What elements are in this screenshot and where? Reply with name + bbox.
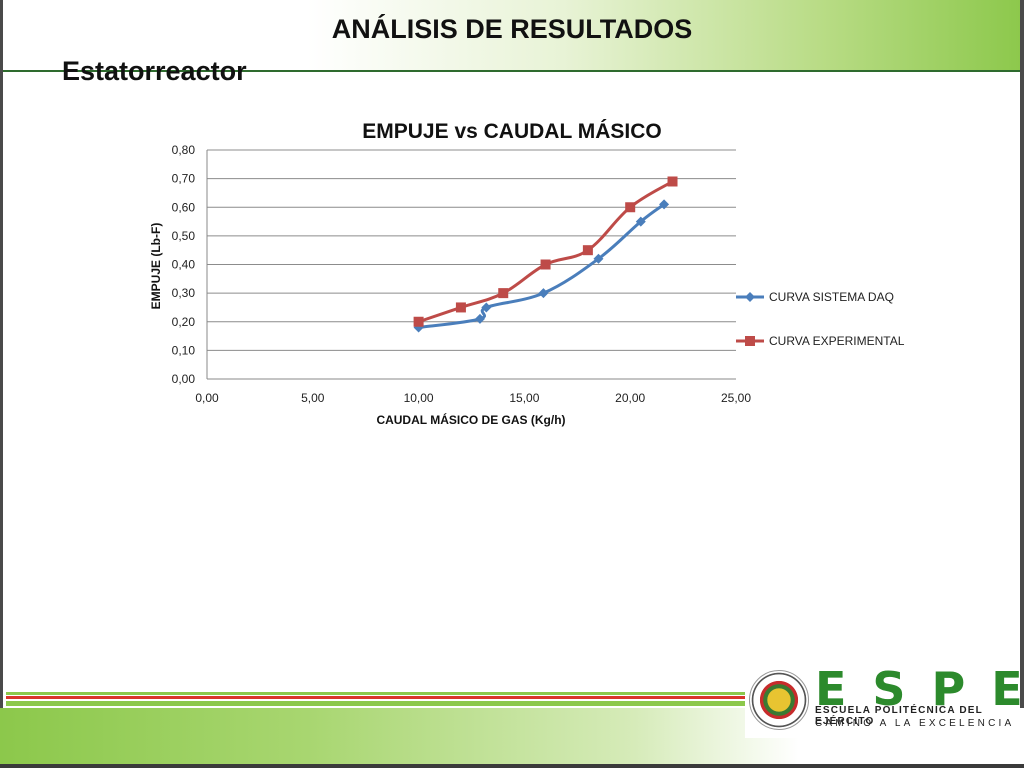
y-axis-title: EMPUJE (Lb-F) xyxy=(149,223,163,310)
footer-stripes xyxy=(6,692,746,706)
data-point-series-2 xyxy=(625,202,636,213)
frame-right xyxy=(1020,0,1024,768)
x-tick-label: 5,00 xyxy=(301,391,325,405)
chart-gridlines xyxy=(207,149,736,351)
slide-subtitle: Estatorreactor xyxy=(62,56,247,86)
y-tick-label: 0,50 xyxy=(172,229,196,243)
header-bar xyxy=(0,0,1024,70)
legend-label: CURVA EXPERIMENTAL xyxy=(769,334,905,348)
data-point-series-1 xyxy=(474,313,485,324)
data-point-series-2 xyxy=(455,302,466,313)
bottom-frame-line xyxy=(0,764,1024,768)
x-tick-label: 25,00 xyxy=(721,391,751,405)
data-point-series-2 xyxy=(498,288,509,299)
y-tick-label: 0,70 xyxy=(172,172,196,186)
x-axis-title: CAUDAL MÁSICO DE GAS (Kg/h) xyxy=(376,412,565,427)
data-point-series-2 xyxy=(667,176,678,187)
x-tick-label: 20,00 xyxy=(615,391,645,405)
y-tick-label: 0,20 xyxy=(172,315,196,329)
y-tick-label: 0,30 xyxy=(172,286,196,300)
frame-left xyxy=(0,0,3,768)
data-point-series-1 xyxy=(593,253,604,264)
data-point-series-2 xyxy=(582,245,593,256)
data-point-series-1 xyxy=(538,288,549,299)
legend-marker xyxy=(745,292,755,302)
chart-title: EMPUJE vs CAUDAL MÁSICO xyxy=(362,120,662,143)
legend-label: CURVA SISTEMA DAQ xyxy=(769,290,894,304)
data-point-series-1 xyxy=(635,216,646,227)
data-point-series-1 xyxy=(481,302,492,313)
university-seal-icon xyxy=(749,670,809,730)
slide-title: ANÁLISIS DE RESULTADOS xyxy=(331,14,693,44)
data-point-series-1 xyxy=(659,199,670,210)
x-tick-label: 0,00 xyxy=(195,391,219,405)
y-tick-label: 0,10 xyxy=(172,343,196,357)
x-tick-label: 15,00 xyxy=(509,391,539,405)
chart-legend: CURVA SISTEMA DAQ CURVA EXPERIMENTAL xyxy=(736,290,905,348)
y-tick-label: 0,00 xyxy=(172,372,196,386)
chart-ticks: 0,00 0,10 0,20 0,30 0,40 0,50 0,60 0,70 0,80 0,00… xyxy=(172,143,752,405)
espe-motto: CAMINO A LA EXCELENCIA xyxy=(815,718,1015,729)
y-tick-label: 0,80 xyxy=(172,143,196,157)
y-tick-label: 0,60 xyxy=(172,200,196,214)
x-tick-label: 10,00 xyxy=(404,391,434,405)
data-point-series-2 xyxy=(540,259,551,270)
chart-series xyxy=(413,176,678,333)
data-point-series-2 xyxy=(413,316,424,327)
espe-institution-name: ESCUELA POLITÉCNICA DEL EJÉRCITO xyxy=(815,705,983,727)
legend-marker xyxy=(745,336,755,346)
y-tick-label: 0,40 xyxy=(172,258,196,272)
thrust-chart: EMPUJE vs CAUDAL MÁSICO 0,00 0,10 0,20 0,30… xyxy=(149,120,905,427)
header-divider xyxy=(0,70,1024,72)
